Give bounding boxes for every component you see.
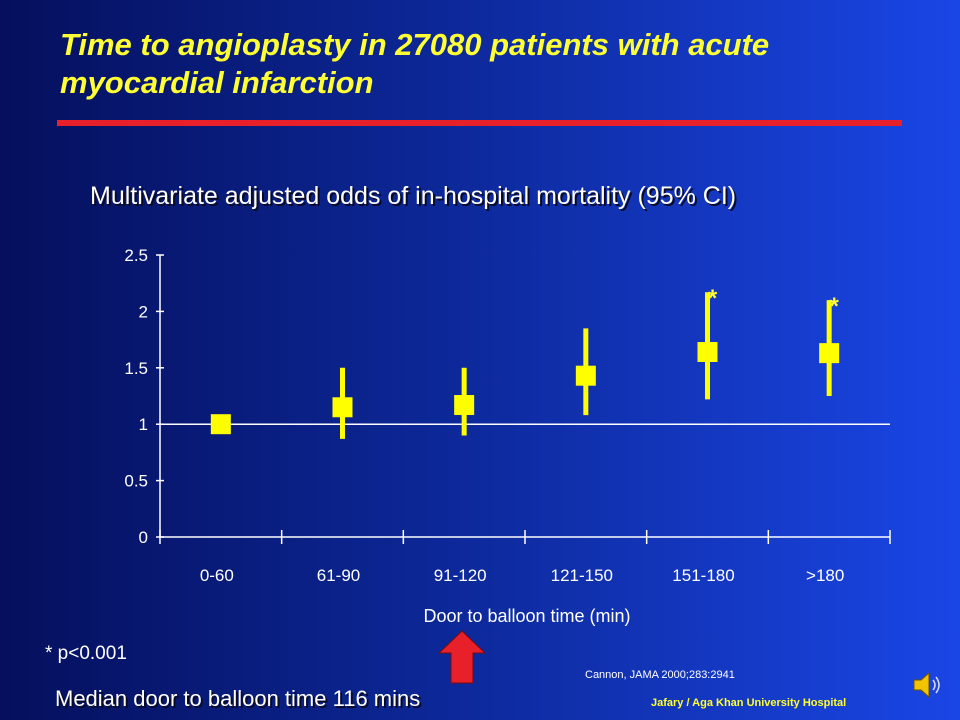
speaker-icon[interactable]	[912, 670, 946, 700]
title-underline	[57, 120, 902, 126]
chart-title: Multivariate adjusted odds of in-hospita…	[90, 182, 737, 210]
significance-footnote: * p<0.001	[45, 643, 127, 664]
y-tick-label: 2	[139, 302, 148, 321]
x-tick-label: 91-120	[434, 566, 487, 585]
chart-marks: * *	[210, 285, 840, 439]
x-tick-label: >180	[806, 566, 844, 585]
significance-star: *	[829, 293, 839, 320]
y-tick-label: 2.5	[124, 246, 148, 265]
data-point	[819, 343, 840, 364]
data-point	[454, 395, 475, 416]
x-tick-label: 0-60	[200, 566, 234, 585]
y-tick-label: 0	[139, 528, 148, 547]
up-arrow-icon	[437, 630, 487, 684]
data-point	[575, 365, 596, 386]
data-point	[210, 414, 231, 435]
chart-axes	[159, 255, 890, 538]
y-tick-label: 1.5	[124, 359, 148, 378]
x-tick-label: 151-180	[672, 566, 734, 585]
y-tick-label: 1	[139, 415, 148, 434]
slide-title: Time to angioplasty in 27080 patients wi…	[60, 27, 770, 100]
data-point	[332, 397, 353, 418]
data-point	[697, 342, 718, 363]
chart-ticks: 0 0.5 1 1.5 2 2.5 0-60 61-90 91-120 121-150 151-18…	[124, 246, 891, 585]
x-tick-label: 121-150	[551, 566, 613, 585]
x-axis-label: Door to balloon time (min)	[423, 606, 630, 626]
significance-star: *	[708, 285, 718, 312]
y-tick-label: 0.5	[124, 472, 148, 491]
institution-credit: Jafary / Aga Khan University Hospital	[651, 697, 847, 709]
median-time-note: Median door to balloon time 116 mins	[55, 686, 421, 711]
citation: Cannon, JAMA 2000;283:2941	[585, 669, 735, 681]
x-tick-label: 61-90	[317, 566, 360, 585]
